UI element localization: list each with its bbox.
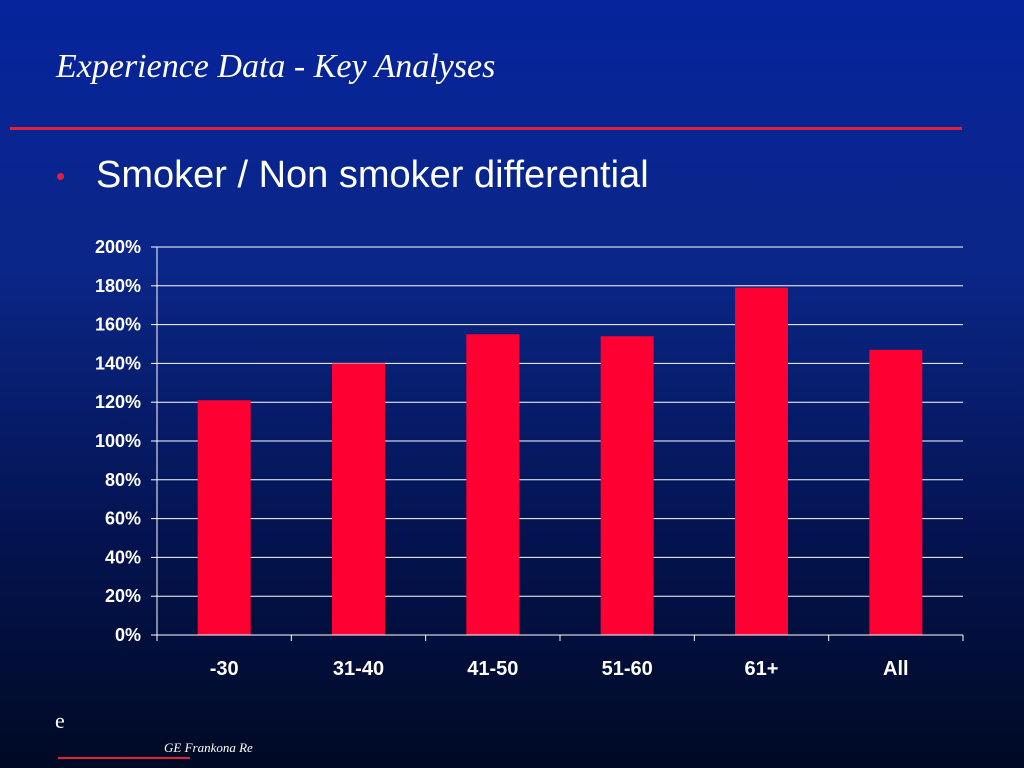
- x-tick-label: -30: [210, 658, 239, 680]
- bar: [466, 334, 520, 635]
- x-tick-label: 61+: [745, 658, 779, 680]
- bar: [197, 400, 251, 635]
- x-tick-label: 41-50: [467, 658, 518, 680]
- title-divider: [10, 127, 962, 130]
- y-tick-label: 180%: [95, 276, 141, 296]
- y-tick-label: 40%: [105, 547, 141, 567]
- bar: [869, 349, 923, 635]
- footer-divider: [58, 757, 190, 759]
- y-tick-label: 200%: [95, 237, 141, 257]
- bullet-dot-icon: •: [56, 160, 66, 191]
- x-tick-label: 51-60: [602, 658, 653, 680]
- y-tick-label: 80%: [105, 470, 141, 490]
- x-tick-label: All: [883, 658, 909, 680]
- y-tick-label: 140%: [95, 353, 141, 373]
- bar: [332, 363, 385, 635]
- slide-title: Experience Data - Key Analyses: [56, 48, 496, 85]
- footer-logo-mark: e: [55, 708, 65, 733]
- y-tick-label: 20%: [105, 586, 141, 606]
- x-tick-label: 31-40: [333, 658, 384, 680]
- y-tick-label: 100%: [95, 431, 141, 451]
- y-tick-label: 120%: [95, 392, 141, 412]
- bullet-item: • Smoker / Non smoker differential: [56, 154, 649, 197]
- bar: [600, 336, 654, 635]
- y-tick-label: 0%: [115, 625, 141, 645]
- bullet-text: Smoker / Non smoker differential: [96, 154, 649, 196]
- y-tick-label: 60%: [105, 509, 141, 529]
- y-tick-label: 160%: [95, 315, 141, 335]
- bar: [735, 287, 788, 635]
- footer-brand: GE Frankona Re: [164, 740, 253, 755]
